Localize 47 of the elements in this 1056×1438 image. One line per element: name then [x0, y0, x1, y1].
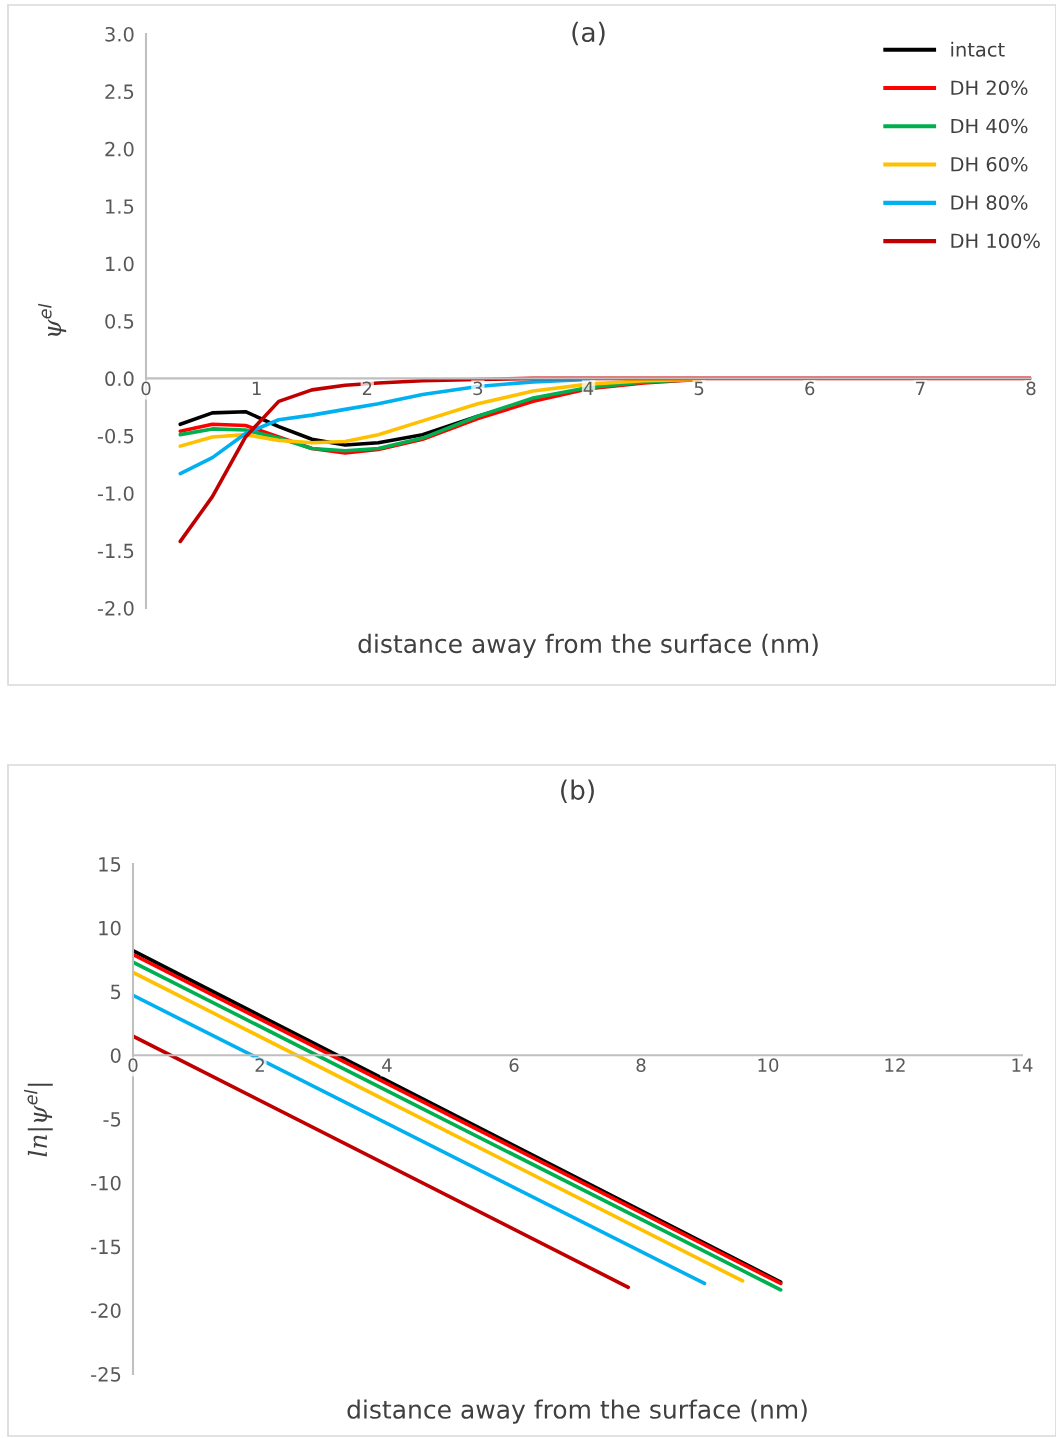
x-tick-label: 8: [636, 1058, 646, 1072]
x-tick-label: 4: [583, 381, 594, 395]
y-tick-label: 0.5: [105, 313, 134, 329]
legend-label: intact: [951, 41, 1005, 57]
x-tick-label: 2: [362, 381, 372, 395]
y-tick-label: -10: [91, 1175, 121, 1191]
y-tick-label: 1.5: [106, 199, 134, 214]
y-tick-label: -0.5: [97, 428, 134, 444]
x-axis-title: distance away from the surface (nm): [347, 1399, 807, 1424]
y-tick-label: 1.0: [106, 256, 134, 272]
y-tick-label: -1.0: [97, 486, 134, 501]
y-tick-label: 15: [99, 857, 121, 872]
y-tick-label: -20: [91, 1303, 121, 1318]
y-tick-label: -5: [103, 1112, 121, 1127]
y-tick-label: 2.0: [105, 141, 134, 157]
x-tick-label: 6: [805, 381, 815, 396]
legend-label: DH 20%: [951, 80, 1028, 96]
y-tick-label: -15: [91, 1239, 121, 1255]
x-tick-label: 3: [473, 381, 483, 396]
x-tick-label: 0: [141, 381, 151, 396]
legend-label: DH 100%: [951, 233, 1040, 249]
y-tick-label: -1.5: [97, 543, 134, 559]
x-tick-label: 7: [916, 381, 925, 395]
y-tick-label: 0.0: [105, 371, 134, 387]
x-tick-label: 6: [509, 1058, 519, 1072]
legend-label: DH 80%: [951, 195, 1028, 210]
y-tick-label: 3.0: [105, 26, 134, 42]
x-tick-label: 5: [694, 381, 704, 396]
y-axis-title: ln|ψ$^{el}$|: [23, 1083, 53, 1157]
x-tick-label: 10: [758, 1058, 779, 1072]
x-tick-label: 14: [1012, 1058, 1033, 1072]
x-tick-label: 12: [885, 1058, 905, 1072]
chart-title: (a): [572, 21, 605, 46]
legend-label: DH 40%: [951, 118, 1028, 134]
x-tick-label: 2: [255, 1058, 264, 1072]
y-tick-label: 5: [111, 984, 121, 1000]
y-axis-title: ψ$^{el}$: [38, 303, 67, 336]
y-tick-label: 2.5: [105, 84, 134, 100]
y-tick-label: -25: [91, 1366, 121, 1382]
legend-label: DH 60%: [951, 156, 1028, 172]
x-tick-label: 8: [1026, 381, 1036, 396]
chart-title: (b): [561, 779, 594, 804]
x-axis-title: distance away from the surface (nm): [358, 633, 818, 659]
y-tick-label: 10: [99, 920, 121, 936]
x-tick-label: 4: [382, 1058, 392, 1072]
y-tick-label: -2.0: [97, 600, 134, 616]
x-tick-label: 1: [252, 381, 261, 395]
